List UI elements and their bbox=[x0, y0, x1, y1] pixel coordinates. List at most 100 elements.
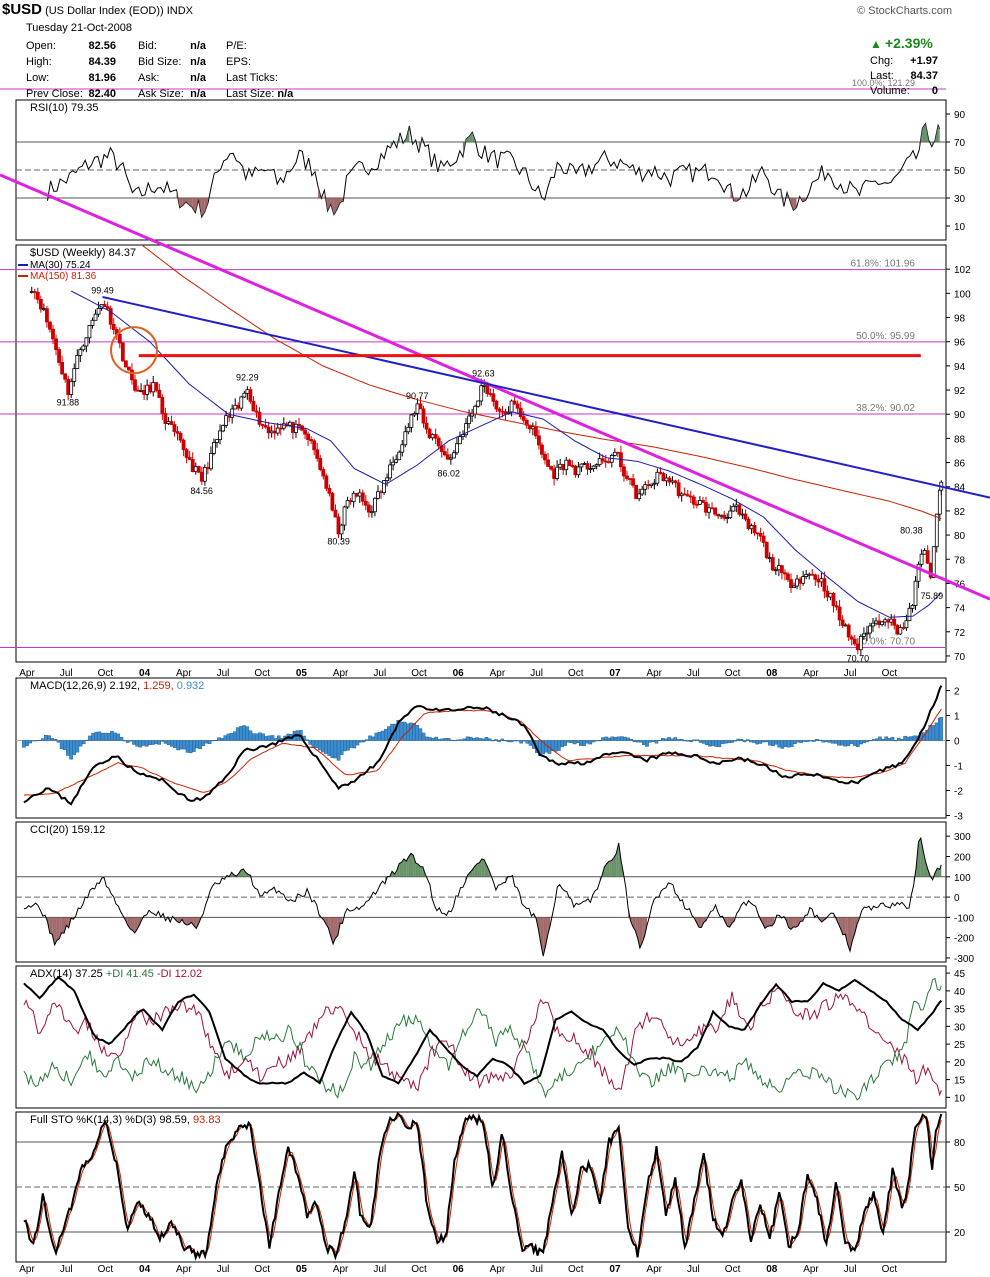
macd-histogram-bar bbox=[462, 738, 467, 741]
cci-negative-fill bbox=[769, 917, 773, 926]
price-candle bbox=[673, 480, 678, 484]
rsi-panel-tick-label: 30 bbox=[954, 194, 966, 205]
price-candle bbox=[858, 635, 863, 651]
price-candle bbox=[588, 468, 593, 470]
macd-histogram-bar bbox=[714, 740, 719, 747]
macd-histogram-bar bbox=[176, 740, 180, 751]
macd-histogram-bar bbox=[226, 733, 231, 741]
x-tick-label: Oct bbox=[254, 668, 270, 679]
macd-histogram-bar bbox=[53, 739, 58, 741]
price-candle bbox=[309, 439, 314, 442]
macd-histogram-bar bbox=[44, 734, 48, 741]
macd-histogram-bar bbox=[720, 740, 725, 744]
price-candle bbox=[795, 578, 799, 587]
price-candle bbox=[655, 471, 660, 484]
macd-histogram-bar bbox=[764, 740, 769, 743]
price-candle bbox=[746, 518, 751, 530]
cci-negative-fill bbox=[727, 917, 730, 928]
macd-histogram-bar bbox=[261, 733, 265, 741]
price-candle bbox=[540, 444, 544, 455]
macd-histogram-bar bbox=[752, 740, 756, 743]
x-tick-label-bottom: Oct bbox=[725, 1264, 741, 1275]
cci-positive-fill bbox=[474, 863, 478, 877]
macd-histogram-bar bbox=[563, 740, 567, 746]
macd-histogram-bar bbox=[40, 738, 45, 741]
date: Tuesday 21-Oct-2008 bbox=[26, 22, 132, 34]
price-candle bbox=[868, 625, 872, 634]
macd-histogram-bar bbox=[34, 740, 39, 742]
macd-histogram-bar bbox=[903, 735, 907, 741]
macd-histogram-bar bbox=[122, 740, 127, 742]
price-candle bbox=[549, 466, 553, 470]
rsi-oversold-fill bbox=[179, 198, 183, 208]
x-tick-label: Jul bbox=[687, 668, 700, 679]
macd-histogram-bar bbox=[705, 740, 709, 746]
price-candle bbox=[582, 463, 587, 465]
price-candle bbox=[130, 369, 134, 381]
cci-negative-fill bbox=[333, 917, 336, 944]
macd-histogram-bar bbox=[402, 721, 407, 741]
adx-panel-tick-label: 15 bbox=[954, 1076, 966, 1087]
macd-histogram-bar bbox=[632, 740, 637, 743]
rsi-oversold-fill bbox=[333, 198, 338, 215]
rsi-oversold-fill bbox=[327, 198, 331, 212]
price-candle bbox=[139, 389, 143, 392]
macd-histogram-bar bbox=[220, 738, 224, 741]
price-candle bbox=[652, 482, 657, 485]
price-candle bbox=[925, 550, 930, 564]
macd-histogram-bar bbox=[635, 740, 640, 743]
macd-histogram-bar bbox=[94, 731, 99, 741]
macd-histogram-bar bbox=[343, 740, 347, 752]
macd-histogram-bar bbox=[472, 738, 476, 741]
macd-histogram-bar bbox=[856, 740, 860, 748]
cci-negative-fill bbox=[703, 917, 707, 923]
macd-histogram-bar bbox=[327, 740, 331, 756]
price-panel-tick-label: 78 bbox=[954, 555, 966, 566]
cci-positive-fill bbox=[403, 858, 407, 877]
macd-histogram-bar bbox=[204, 740, 209, 744]
macd-histogram-bar bbox=[251, 733, 256, 741]
price-candle bbox=[473, 405, 478, 415]
macd-histogram-bar bbox=[789, 740, 794, 747]
price-candle bbox=[127, 366, 131, 371]
macd-histogram-bar bbox=[201, 740, 206, 746]
macd-histogram-bar bbox=[607, 737, 612, 741]
macd-histogram-bar bbox=[478, 738, 483, 741]
macd-histogram-bar bbox=[377, 732, 382, 741]
price-candle bbox=[546, 459, 550, 467]
price-panel-tick-label: 74 bbox=[954, 604, 966, 615]
price-annotation: 99.49 bbox=[91, 286, 114, 296]
macd-histogram-bar bbox=[223, 735, 228, 741]
cci-panel-tick-label: 300 bbox=[954, 832, 971, 843]
price-panel-tick-label: 80 bbox=[954, 531, 966, 542]
ticker-name: (US Dollar Index (EOD)) bbox=[45, 5, 164, 17]
x-tick-label-bottom: Oct bbox=[98, 1264, 114, 1275]
macd-histogram-bar bbox=[777, 740, 781, 748]
price-candle bbox=[172, 424, 177, 432]
price-candle bbox=[521, 416, 526, 421]
price-annotation: 91.88 bbox=[57, 397, 80, 407]
price-candle bbox=[84, 337, 89, 347]
price-candle bbox=[336, 516, 341, 535]
macd-histogram-bar bbox=[912, 735, 917, 741]
macd-histogram-bar bbox=[692, 739, 697, 741]
macd-histogram-bar bbox=[125, 740, 130, 743]
price-candle bbox=[740, 513, 745, 516]
price-candle bbox=[849, 636, 854, 640]
cci-negative-fill bbox=[196, 917, 199, 929]
price-candle bbox=[922, 550, 927, 555]
price-candle bbox=[865, 632, 869, 635]
price-candle bbox=[136, 389, 140, 392]
macd-histogram-bar bbox=[771, 740, 775, 747]
price-candle bbox=[324, 475, 329, 489]
x-tick-label: 08 bbox=[766, 668, 778, 679]
macd-histogram-bar bbox=[887, 738, 892, 741]
price-candle bbox=[281, 423, 286, 429]
macd-histogram-bar bbox=[147, 740, 152, 746]
brand[interactable]: © StockCharts.com bbox=[857, 5, 952, 17]
price-candle bbox=[145, 384, 150, 395]
macd-histogram-bar bbox=[896, 737, 901, 741]
cci-negative-fill bbox=[132, 917, 135, 933]
macd-histogram-bar bbox=[598, 740, 602, 742]
macd-histogram-bar bbox=[361, 740, 366, 743]
